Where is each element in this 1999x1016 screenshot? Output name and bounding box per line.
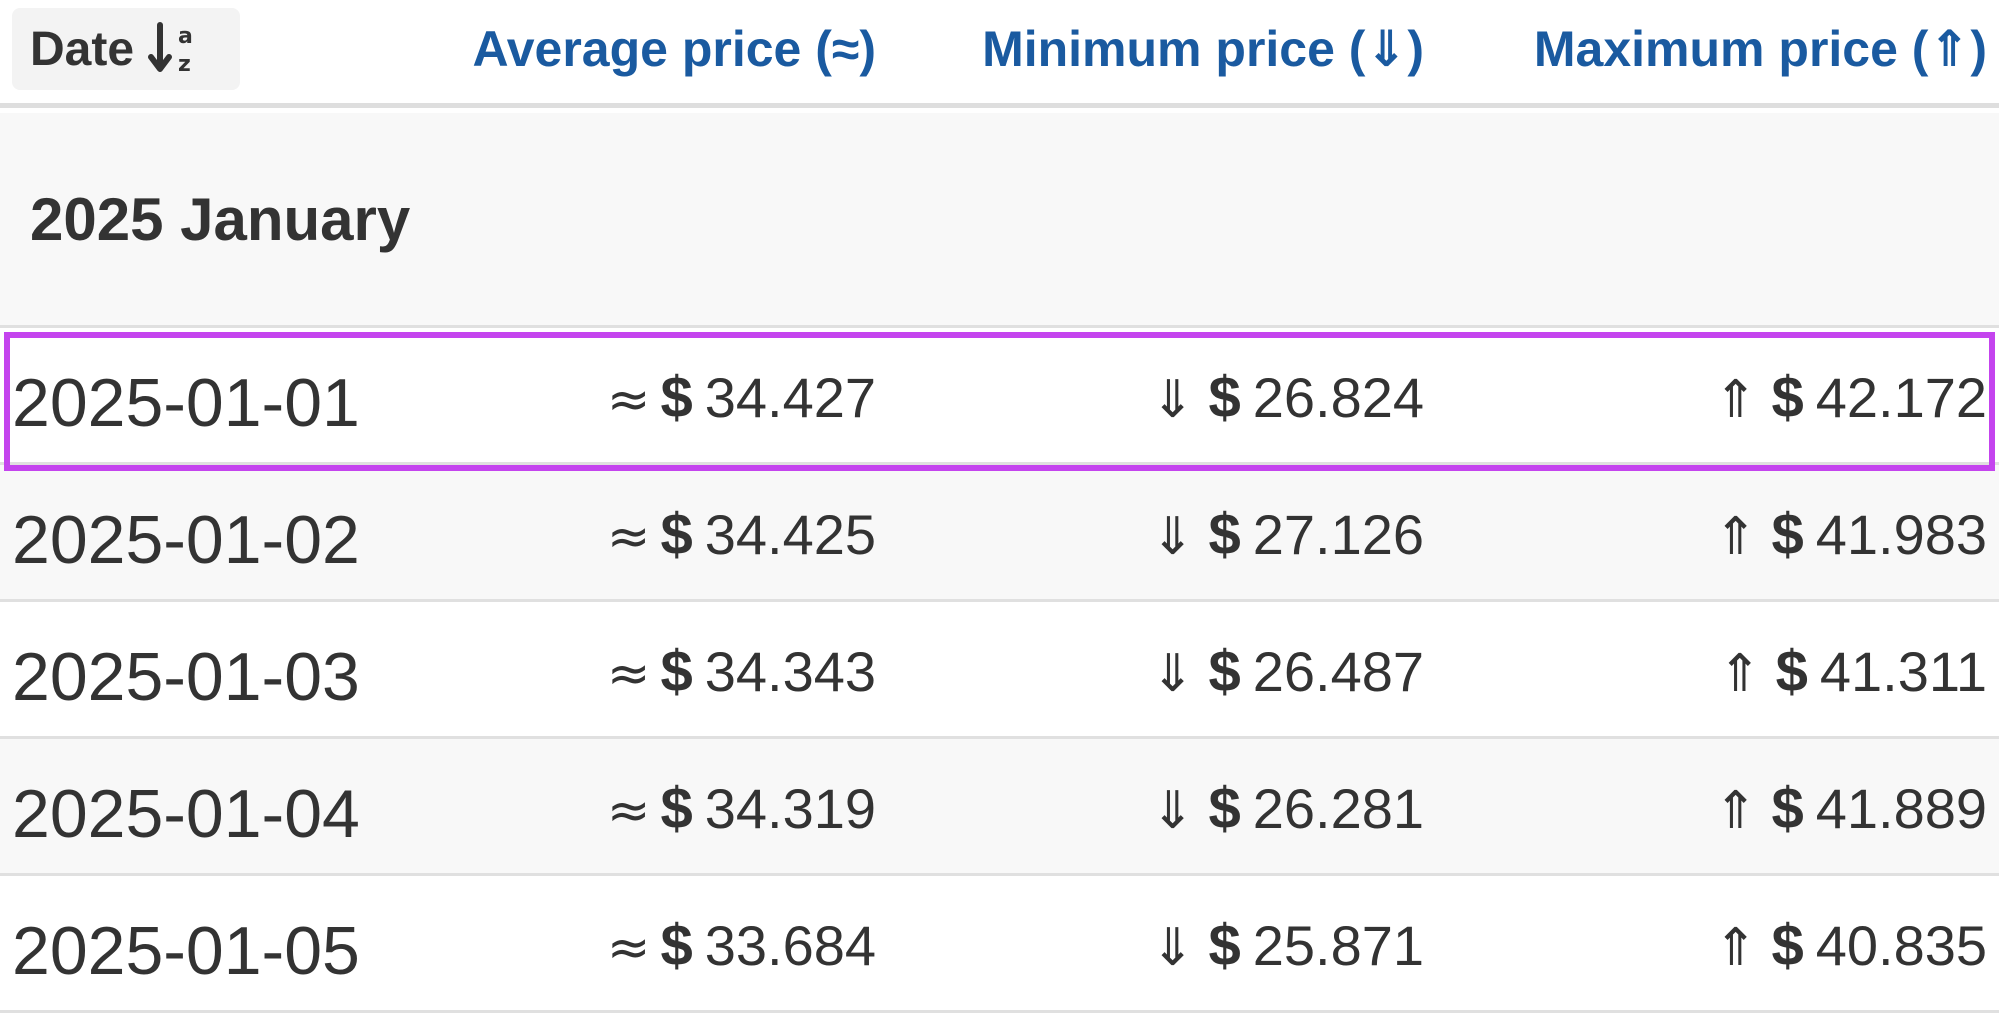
approx-icon: ≈ bbox=[606, 918, 651, 978]
average-price-cell: ≈ $ 33.684 bbox=[607, 912, 876, 979]
currency-symbol: $ bbox=[1208, 502, 1241, 567]
currency-symbol: $ bbox=[660, 639, 693, 704]
maximum-price-cell: ⇑ $ 41.983 bbox=[1714, 501, 1987, 568]
currency-symbol: $ bbox=[1771, 776, 1804, 841]
minimum-price-value: 26.824 bbox=[1252, 366, 1424, 429]
table-row[interactable]: 2025-01-01 ≈ $ 34.427 ⇓ $ 26.824 ⇑ $ 42.… bbox=[0, 328, 1999, 465]
arrow-up-icon: ⇑ bbox=[1713, 370, 1758, 430]
minimum-price-cell: ⇓ $ 26.487 bbox=[1151, 638, 1424, 705]
arrow-up-icon: ⇑ bbox=[1718, 644, 1762, 704]
date-column-header[interactable]: Date a z bbox=[12, 8, 240, 90]
currency-symbol: $ bbox=[1771, 502, 1804, 567]
row-date: 2025-01-04 bbox=[12, 776, 360, 852]
arrow-down-icon: ⇓ bbox=[1150, 644, 1195, 704]
average-price-value: 34.425 bbox=[704, 503, 876, 566]
maximum-price-value: 41.889 bbox=[1815, 777, 1987, 840]
minimum-price-value: 26.281 bbox=[1252, 777, 1424, 840]
minimum-price-cell: ⇓ $ 26.824 bbox=[1151, 364, 1424, 431]
row-date: 2025-01-05 bbox=[12, 913, 360, 989]
maximum-price-value: 42.172 bbox=[1815, 366, 1987, 429]
svg-text:a: a bbox=[178, 24, 193, 49]
arrow-up-icon: ⇑ bbox=[1713, 918, 1758, 978]
arrow-down-icon: ⇓ bbox=[1150, 370, 1195, 430]
table-row[interactable]: 2025-01-03 ≈ $ 34.343 ⇓ $ 26.487 ⇑ $ 41.… bbox=[0, 602, 1999, 739]
currency-symbol: $ bbox=[1208, 639, 1241, 704]
average-price-value: 34.343 bbox=[704, 640, 876, 703]
table-row[interactable]: 2025-01-05 ≈ $ 33.684 ⇓ $ 25.871 ⇑ $ 40.… bbox=[0, 876, 1999, 1013]
arrow-down-icon: ⇓ bbox=[1150, 507, 1195, 567]
average-price-value: 34.427 bbox=[704, 366, 876, 429]
minimum-price-value: 27.126 bbox=[1252, 503, 1424, 566]
arrow-up-icon: ⇑ bbox=[1713, 781, 1758, 841]
table-header: Date a z Average price (≈) Minimum price… bbox=[0, 0, 1999, 108]
month-group-title: 2025 January bbox=[30, 186, 411, 253]
maximum-price-cell: ⇑ $ 41.311 bbox=[1718, 638, 1987, 705]
minimum-price-value: 25.871 bbox=[1252, 914, 1424, 977]
maximum-price-value: 41.983 bbox=[1815, 503, 1987, 566]
row-date: 2025-01-03 bbox=[12, 639, 360, 715]
approx-icon: ≈ bbox=[606, 370, 651, 430]
currency-symbol: $ bbox=[1208, 365, 1241, 430]
maximum-price-header[interactable]: Maximum price (⇑) bbox=[1533, 21, 1987, 77]
minimum-price-cell: ⇓ $ 26.281 bbox=[1151, 775, 1424, 842]
currency-symbol: $ bbox=[1775, 639, 1808, 704]
minimum-price-value: 26.487 bbox=[1252, 640, 1424, 703]
average-price-value: 33.684 bbox=[704, 914, 876, 977]
average-price-header[interactable]: Average price (≈) bbox=[472, 21, 876, 77]
maximum-price-value: 41.311 bbox=[1819, 640, 1987, 703]
maximum-price-cell: ⇑ $ 40.835 bbox=[1714, 912, 1987, 979]
maximum-price-cell: ⇑ $ 41.889 bbox=[1714, 775, 1987, 842]
arrow-up-icon: ⇑ bbox=[1713, 507, 1758, 567]
date-header-label: Date bbox=[30, 22, 135, 76]
average-price-cell: ≈ $ 34.343 bbox=[607, 638, 876, 705]
sort-ascending-az-icon[interactable]: a z bbox=[148, 19, 200, 79]
currency-symbol: $ bbox=[660, 365, 693, 430]
average-price-cell: ≈ $ 34.425 bbox=[607, 501, 876, 568]
table-row[interactable]: 2025-01-02 ≈ $ 34.425 ⇓ $ 27.126 ⇑ $ 41.… bbox=[0, 465, 1999, 602]
currency-symbol: $ bbox=[1208, 913, 1241, 978]
table-row[interactable]: 2025-01-04 ≈ $ 34.319 ⇓ $ 26.281 ⇑ $ 41.… bbox=[0, 739, 1999, 876]
average-price-value: 34.319 bbox=[704, 777, 876, 840]
currency-symbol: $ bbox=[1208, 776, 1241, 841]
arrow-down-icon: ⇓ bbox=[1150, 781, 1195, 841]
minimum-price-cell: ⇓ $ 27.126 bbox=[1151, 501, 1424, 568]
arrow-down-icon: ⇓ bbox=[1150, 918, 1195, 978]
average-price-cell: ≈ $ 34.427 bbox=[607, 364, 876, 431]
approx-icon: ≈ bbox=[606, 781, 651, 841]
maximum-price-value: 40.835 bbox=[1815, 914, 1987, 977]
currency-symbol: $ bbox=[660, 913, 693, 978]
minimum-price-header[interactable]: Minimum price (⇓) bbox=[982, 21, 1424, 77]
maximum-price-cell: ⇑ $ 42.172 bbox=[1714, 364, 1987, 431]
currency-symbol: $ bbox=[1771, 365, 1804, 430]
month-group-row: 2025 January bbox=[0, 113, 1999, 328]
minimum-price-cell: ⇓ $ 25.871 bbox=[1151, 912, 1424, 979]
approx-icon: ≈ bbox=[606, 507, 651, 567]
currency-symbol: $ bbox=[1771, 913, 1804, 978]
row-date: 2025-01-02 bbox=[12, 502, 360, 578]
currency-symbol: $ bbox=[660, 776, 693, 841]
svg-text:z: z bbox=[178, 52, 191, 77]
currency-symbol: $ bbox=[660, 502, 693, 567]
row-date: 2025-01-01 bbox=[12, 365, 360, 441]
average-price-cell: ≈ $ 34.319 bbox=[607, 775, 876, 842]
approx-icon: ≈ bbox=[606, 644, 651, 704]
